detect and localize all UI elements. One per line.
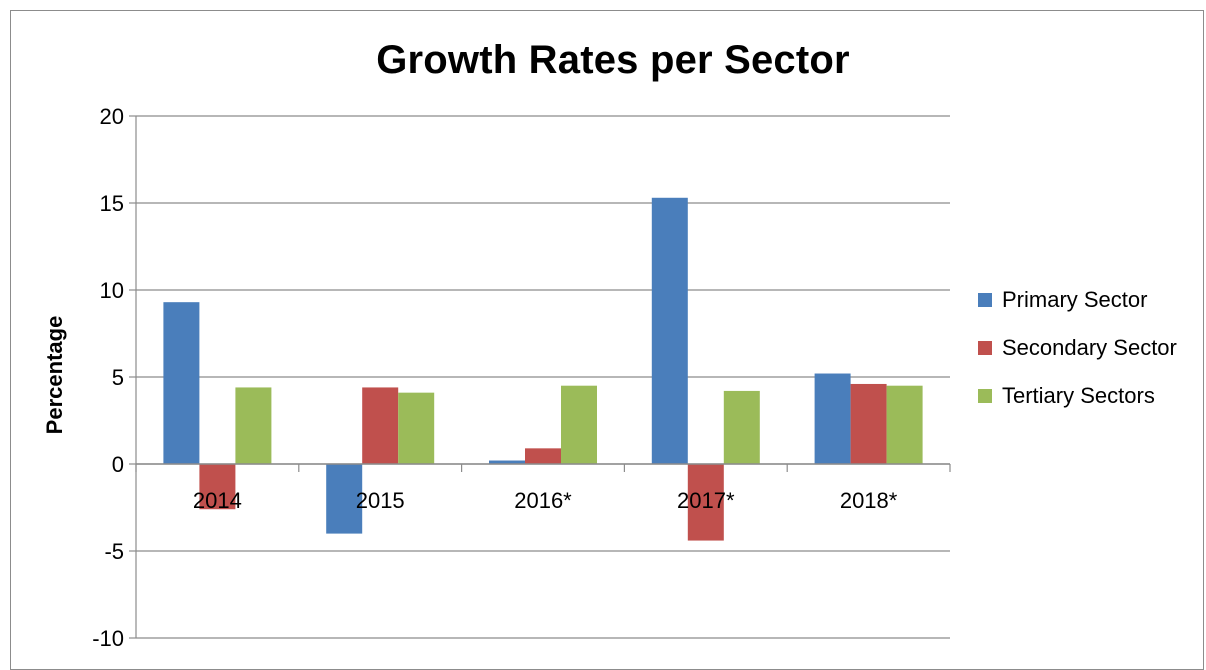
legend-item-primary: Primary Sector	[978, 276, 1177, 324]
bar	[723, 390, 760, 464]
bar	[886, 385, 923, 464]
y-tick-label: 5	[112, 365, 124, 390]
bar	[687, 464, 724, 541]
legend-item-tertiary: Tertiary Sectors	[978, 372, 1177, 420]
x-tick-label: 2015	[356, 488, 405, 513]
bar	[651, 197, 688, 464]
y-tick-label: 20	[100, 104, 124, 129]
x-tick-label: 2016*	[514, 488, 572, 513]
bar	[525, 448, 561, 464]
bar	[362, 387, 399, 464]
legend-label-tertiary: Tertiary Sectors	[1002, 383, 1155, 408]
y-tick-label: -5	[104, 539, 124, 564]
bar	[398, 392, 435, 464]
y-tick-label: 0	[112, 452, 124, 477]
chart-legend: Primary Sector Secondary Sector Tertiary…	[978, 276, 1177, 420]
x-tick-label: 2014	[193, 488, 242, 513]
bar	[489, 460, 525, 464]
x-tick-label: 2018*	[840, 488, 898, 513]
chart-title: Growth Rates per Sector	[376, 38, 850, 82]
bar	[814, 373, 851, 464]
legend-swatch-tertiary	[978, 389, 992, 403]
bar	[326, 464, 363, 534]
legend-swatch-primary	[978, 293, 992, 307]
y-tick-label: 10	[100, 278, 124, 303]
y-tick-label: -10	[92, 626, 124, 651]
bar	[850, 383, 887, 464]
legend-label-primary: Primary Sector	[1002, 287, 1148, 312]
bar	[235, 387, 272, 464]
legend-item-secondary: Secondary Sector	[978, 324, 1177, 372]
y-tick-label: 15	[100, 191, 124, 216]
y-axis-label: Percentage	[42, 316, 67, 435]
legend-label-secondary: Secondary Sector	[1002, 335, 1177, 360]
x-tick-label: 2017*	[677, 488, 735, 513]
legend-swatch-secondary	[978, 341, 992, 355]
bar	[163, 302, 200, 464]
chart-frame	[10, 10, 1204, 670]
bar	[199, 464, 236, 510]
bar	[561, 385, 597, 464]
